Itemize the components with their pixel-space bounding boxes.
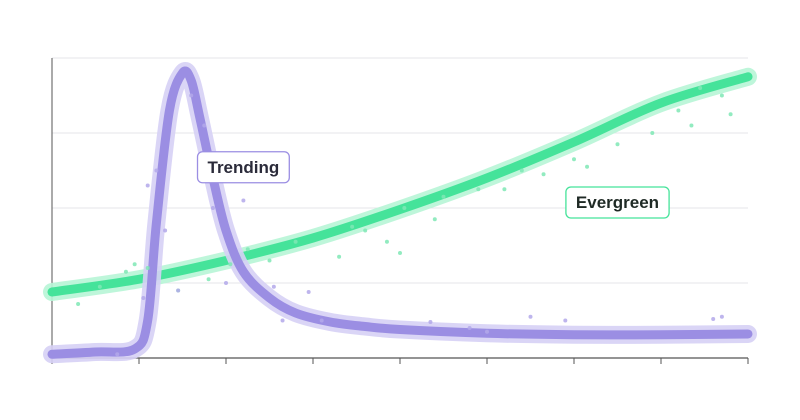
evergreen-data-point	[267, 258, 272, 263]
trending-data-point	[485, 329, 489, 334]
trending-data-point	[176, 288, 181, 293]
evergreen-data-point	[76, 302, 81, 306]
evergreen-data-point	[615, 142, 620, 147]
trending-data-point	[319, 318, 324, 323]
evergreen-data-point	[123, 269, 128, 274]
evergreen-data-point	[441, 194, 446, 199]
trending-data-point	[563, 318, 568, 323]
evergreen-data-point	[698, 86, 703, 90]
trending-data-point	[115, 352, 120, 357]
trending-data-point	[467, 326, 472, 330]
evergreen-data-point	[585, 164, 590, 169]
trending-label-text: Trending	[208, 158, 280, 177]
evergreen-data-point	[650, 131, 655, 135]
evergreen-label: Evergreen	[565, 186, 670, 219]
evergreen-data-point	[350, 224, 355, 229]
trending-label-box	[196, 151, 290, 184]
evergreen-data-point	[689, 123, 694, 128]
evergreen-data-point	[676, 108, 681, 113]
trending-data-point	[154, 168, 159, 173]
trending-data-point	[719, 314, 724, 319]
evergreen-data-point	[728, 112, 733, 117]
evergreen-series-line	[47, 72, 753, 297]
trending-data-point	[711, 317, 716, 321]
evergreen-data-point	[384, 239, 389, 244]
trending-data-point	[210, 206, 215, 210]
evergreen-data-point	[363, 228, 368, 233]
trending-data-point	[141, 296, 146, 300]
trending-data-point	[202, 123, 207, 128]
trending-data-point	[163, 228, 168, 233]
evergreen-data-point	[572, 157, 576, 162]
evergreen-data-point	[541, 172, 546, 177]
evergreen-data-point	[245, 247, 250, 252]
points-layer	[76, 86, 733, 357]
evergreen-data-point	[97, 284, 102, 289]
evergreen-data-point	[206, 277, 211, 282]
trending-label: Trending	[196, 151, 290, 184]
trending-data-point	[306, 290, 311, 294]
trending-data-point	[271, 284, 276, 289]
evergreen-data-point	[402, 206, 407, 210]
evergreen-data-point	[145, 266, 150, 270]
evergreen-data-point	[293, 239, 298, 244]
axis-layer	[51, 58, 749, 364]
evergreen-data-point	[132, 262, 137, 267]
evergreen-data-point	[337, 254, 342, 259]
evergreen-label-box	[565, 186, 670, 219]
evergreen-data-point	[432, 217, 437, 222]
evergreen-data-point	[519, 168, 524, 173]
evergreen-data-point	[719, 93, 724, 98]
evergreen-data-point	[502, 187, 507, 192]
trending-data-point	[189, 93, 194, 98]
evergreen-data-point	[476, 187, 481, 192]
evergreen-data-point	[398, 251, 402, 255]
trending-data-point	[528, 314, 533, 319]
trending-data-point	[428, 320, 433, 324]
evergreen-label-text: Evergreen	[576, 193, 659, 212]
trending-data-point	[241, 198, 246, 203]
trending-data-point	[224, 281, 228, 285]
label-layer: Evergreen Trending	[196, 151, 670, 219]
trending-data-point	[145, 183, 150, 188]
evergreen-data-point	[228, 262, 233, 267]
trending-data-point	[280, 318, 285, 323]
